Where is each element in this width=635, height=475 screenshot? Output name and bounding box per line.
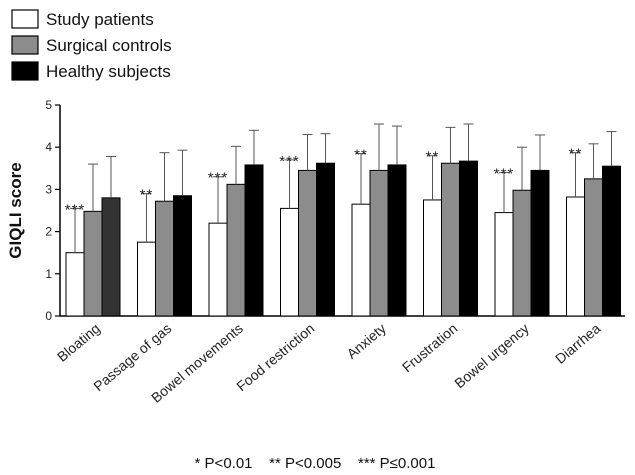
significance-4: **	[354, 147, 368, 164]
bar-5-1	[441, 162, 460, 317]
category-label-6: Bowel urgency	[451, 320, 532, 391]
bar-2-2	[244, 164, 264, 317]
bar-4-2	[387, 164, 407, 317]
y-tick-label-5: 5	[45, 98, 52, 112]
legend-label-0: Study patients	[46, 10, 154, 29]
bar-1-0	[137, 241, 156, 317]
bars	[65, 160, 621, 317]
significance-2: ***	[208, 170, 229, 187]
legend-swatch-2	[11, 61, 39, 81]
legend-swatch-0	[11, 9, 39, 29]
legend-label-1: Surgical controls	[46, 36, 172, 55]
bar-2-1	[226, 183, 246, 317]
y-tick-label-1: 1	[45, 267, 52, 281]
category-label-4: Anxiety	[343, 320, 388, 362]
bar-0-1	[83, 210, 103, 317]
bar-6-1	[512, 189, 532, 317]
significance-6: ***	[494, 166, 515, 183]
bar-7-1	[584, 178, 603, 317]
bar-1-1	[155, 200, 174, 317]
y-tick-label-3: 3	[45, 182, 52, 196]
legend-swatch-1	[11, 35, 39, 55]
error-bars	[70, 123, 617, 253]
bar-5-0	[423, 199, 442, 317]
footnote: * P<0.01 ** P<0.005 *** P≤0.001	[195, 455, 436, 472]
category-label-0: Bloating	[54, 320, 103, 365]
bar-1-2	[173, 195, 192, 317]
significance-1: **	[140, 187, 154, 204]
bar-3-2	[316, 162, 335, 317]
bar-0-0	[65, 252, 85, 317]
bar-7-2	[602, 165, 621, 317]
category-label-7: Diarrhea	[552, 320, 604, 367]
bar-4-1	[369, 169, 389, 317]
bar-6-2	[530, 169, 550, 317]
y-tick-label-0: 0	[45, 309, 52, 323]
bar-3-1	[298, 169, 317, 317]
significance-5: **	[426, 149, 440, 166]
category-label-3: Food restriction	[233, 320, 317, 394]
legend-label-2: Healthy subjects	[46, 62, 171, 81]
bar-0-2	[101, 197, 121, 317]
bar-4-0	[351, 203, 371, 317]
significance-3: ***	[279, 153, 300, 170]
y-tick-label-4: 4	[45, 140, 52, 154]
bar-5-2	[459, 160, 478, 317]
legend: Study patients Surgical controls Healthy s…	[11, 9, 172, 81]
significance-markers: *********** ** *******	[65, 146, 583, 219]
category-label-5: Frustration	[399, 320, 461, 375]
bar-7-0	[566, 196, 585, 317]
bar-3-0	[280, 207, 299, 317]
y-axis-label: GIQLI score	[6, 162, 25, 258]
bar-2-0	[208, 222, 228, 317]
bar-6-0	[494, 212, 514, 317]
significance-7: **	[569, 146, 583, 163]
y-tick-label-2: 2	[45, 225, 52, 239]
significance-0: ***	[65, 201, 86, 218]
